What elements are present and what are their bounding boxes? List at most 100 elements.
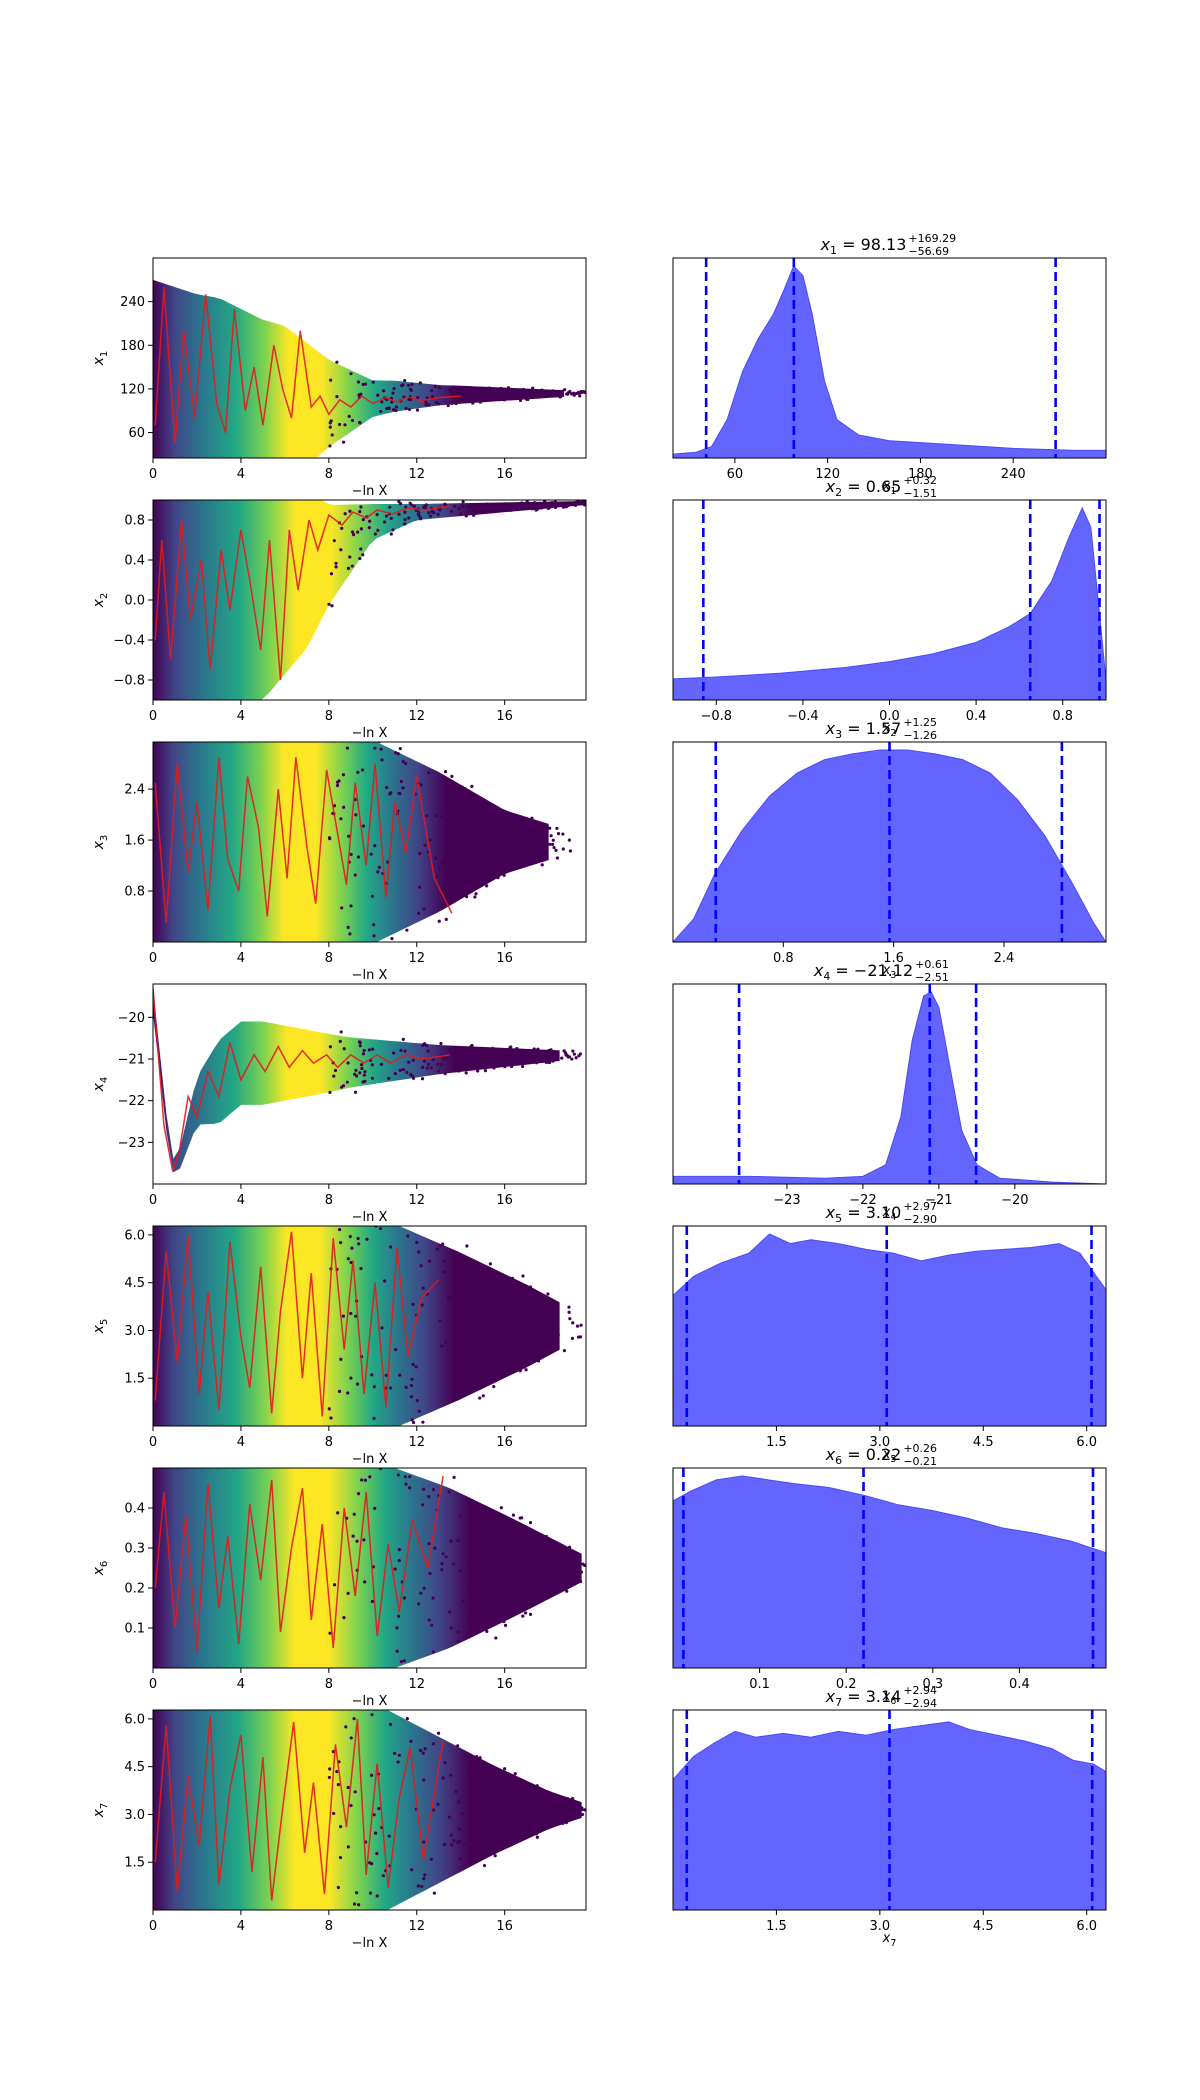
x-tick-label: 4 [237, 709, 245, 724]
sample-point [350, 418, 355, 423]
sample-point [507, 1283, 512, 1287]
sample-point [349, 1736, 353, 1740]
sample-point [379, 1062, 384, 1066]
sample-point [328, 1045, 333, 1049]
sample-point [403, 1475, 408, 1479]
y-tick-label: 4.5 [124, 1760, 145, 1775]
sample-point [382, 1279, 387, 1283]
sample-point [420, 1065, 425, 1069]
sample-point [572, 1812, 577, 1816]
sample-point [375, 1851, 379, 1856]
trace-plot-area-x2 [153, 500, 602, 700]
sample-point [356, 770, 360, 775]
sample-point [479, 1573, 484, 1577]
y-tick-label: 240 [120, 295, 145, 310]
sample-point [445, 1056, 449, 1061]
sample-point [443, 770, 448, 774]
x-tick-label: 2.4 [994, 951, 1015, 966]
x-tick-label: 0 [149, 709, 157, 724]
sample-point [574, 1056, 578, 1060]
sample-point [346, 1391, 350, 1395]
sample-point [432, 1891, 436, 1895]
sample-point [403, 510, 407, 514]
sample-point [469, 393, 473, 398]
sample-point [509, 1793, 513, 1798]
sample-point [436, 1062, 440, 1066]
sample-point [356, 1491, 361, 1496]
sample-point [399, 779, 403, 784]
posterior-density-x2 [673, 506, 1106, 700]
sample-point [524, 1297, 528, 1301]
sample-point [467, 1560, 471, 1565]
sample-point [360, 768, 365, 772]
sample-point [528, 1285, 533, 1289]
sample-point [418, 851, 422, 856]
sample-point [407, 397, 411, 402]
sample-point [329, 378, 333, 382]
sample-point [558, 394, 562, 398]
sample-point [486, 1062, 490, 1066]
sample-point [387, 1076, 391, 1081]
x-tick-label: 16 [496, 1677, 513, 1692]
sample-point [400, 384, 404, 388]
x-tick-label: 6.0 [1076, 1435, 1097, 1450]
sample-point [437, 402, 441, 406]
sample-point [455, 390, 459, 394]
sample-point [337, 1389, 342, 1393]
sample-point [341, 773, 346, 777]
sample-point [547, 1057, 552, 1061]
sample-point [515, 1825, 519, 1829]
sample-point [346, 566, 351, 570]
sample-point [523, 1611, 528, 1615]
sample-point [448, 1610, 452, 1614]
sample-point [408, 1072, 413, 1077]
sample-point [599, 503, 602, 506]
sample-point [459, 877, 463, 882]
sample-point [587, 1810, 590, 1813]
posterior-title-x7: x7 = 3.14 [825, 1687, 902, 1709]
sample-point [421, 1503, 425, 1507]
sample-point [496, 876, 500, 880]
y-tick-label: −23 [118, 1136, 145, 1151]
sample-point [484, 853, 488, 857]
sample-point [534, 1557, 538, 1561]
sample-point [570, 1057, 574, 1061]
sample-point [562, 1566, 566, 1570]
posterior-axes-frame [672, 983, 1107, 1185]
sample-point [486, 1301, 491, 1305]
trace-y-axis-label-x3: x3 [91, 835, 110, 851]
sample-point [488, 1578, 492, 1582]
sample-point [436, 1802, 440, 1806]
sample-point [420, 1077, 425, 1081]
y-tick-label: 0.3 [124, 1542, 145, 1557]
sample-point [461, 832, 465, 836]
sample-point [494, 1050, 498, 1054]
posterior-x-axis-label-x3: x3 [882, 963, 897, 981]
sample-point [411, 1302, 415, 1306]
sample-point [510, 1064, 514, 1069]
sample-point [456, 1384, 460, 1388]
sample-point [596, 1560, 599, 1563]
sample-point [463, 1047, 468, 1051]
sample-point [490, 854, 494, 858]
trace-x-axis-label: −ln X [352, 1452, 388, 1467]
sample-point [521, 1614, 525, 1618]
sample-point [497, 395, 502, 400]
chain-trace-x1 [154, 287, 461, 444]
sample-point [494, 1636, 498, 1640]
sample-point [544, 1317, 549, 1322]
x-tick-label: 4 [237, 1677, 245, 1692]
x-tick-label: 8 [325, 1435, 333, 1450]
sample-point [547, 1816, 551, 1820]
x-tick-label: 4.5 [973, 1435, 994, 1450]
x-tick-label: −20 [1001, 1193, 1028, 1208]
sample-point [564, 1053, 568, 1057]
sample-point [422, 1586, 426, 1590]
x-tick-label: 3.0 [870, 1919, 891, 1934]
sample-point [589, 500, 592, 503]
sample-point [521, 1274, 525, 1278]
sample-point [506, 1360, 510, 1365]
sample-point [389, 1245, 393, 1249]
sample-point [494, 811, 498, 815]
posterior-title-lower-error: −2.90 [903, 1213, 937, 1226]
